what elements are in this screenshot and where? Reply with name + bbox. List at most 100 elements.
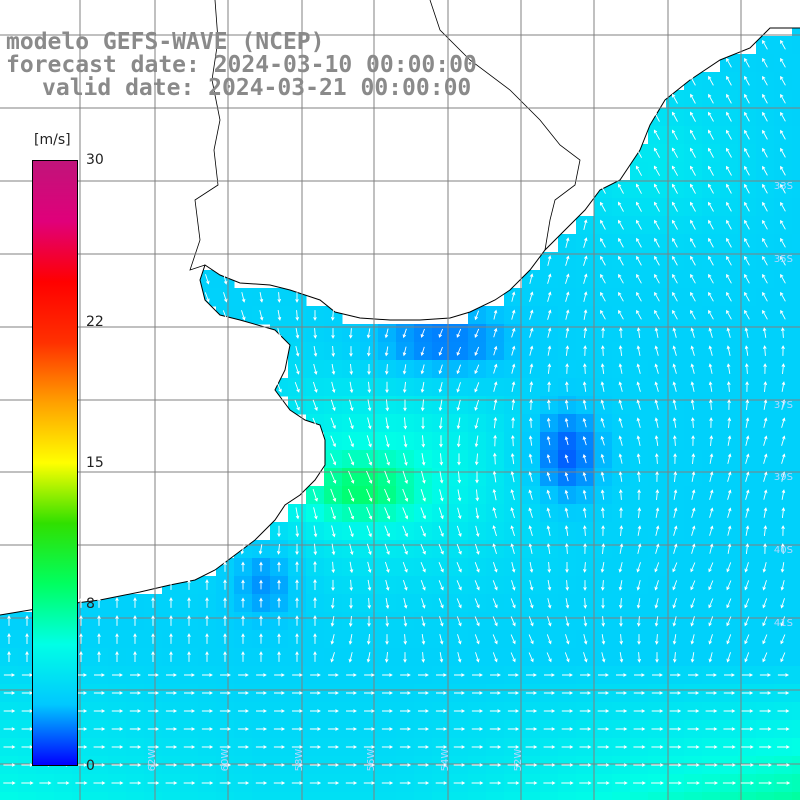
wind-vector-arrow — [583, 652, 588, 663]
wind-vector-arrow — [259, 597, 263, 608]
wind-vector-arrow — [780, 111, 786, 122]
wind-vector-arrow — [274, 691, 285, 695]
wind-vector-arrow — [421, 435, 426, 448]
wind-vector-arrow — [295, 507, 300, 520]
wind-vector-arrow — [653, 147, 660, 158]
wind-vector-arrow — [654, 327, 659, 338]
wind-vector-arrow — [582, 562, 587, 573]
wind-vector-arrow — [763, 543, 767, 554]
wind-vector-arrow — [111, 727, 124, 731]
wind-vector-arrow — [79, 615, 83, 626]
wind-vector-arrow — [705, 691, 718, 695]
wind-vector-arrow — [600, 291, 606, 302]
wind-vector-arrow — [723, 691, 736, 695]
wind-vector-arrow — [97, 615, 101, 626]
wind-vector-arrow — [438, 507, 444, 520]
wind-vector-arrow — [543, 781, 556, 785]
wind-vector-arrow — [367, 616, 371, 627]
wind-vector-arrow — [474, 310, 480, 321]
wind-vector-arrow — [277, 597, 281, 608]
wind-vector-arrow — [529, 363, 534, 374]
wind-vector-arrow — [526, 673, 537, 677]
wind-vector-arrow — [690, 183, 696, 194]
wind-vector-arrow — [636, 363, 641, 374]
wind-vector-arrow — [439, 652, 444, 663]
wind-vector-arrow — [435, 709, 448, 713]
wind-speed-cell — [432, 792, 451, 800]
wind-vector-arrow — [507, 691, 520, 695]
wind-vector-arrow — [241, 615, 245, 626]
wind-vector-arrow — [564, 381, 569, 392]
wind-vector-arrow — [583, 543, 587, 554]
wind-vector-arrow — [579, 781, 592, 785]
wind-speed-cell — [792, 126, 800, 145]
wind-vector-arrow — [528, 417, 533, 428]
wind-vector-arrow — [636, 435, 641, 446]
wind-vector-arrow — [726, 381, 731, 392]
wind-vector-arrow — [691, 453, 696, 464]
wind-vector-arrow — [493, 309, 498, 320]
wind-vector-arrow — [583, 273, 588, 284]
wind-vector-arrow — [331, 345, 336, 357]
wind-vector-arrow — [565, 291, 570, 302]
wind-vector-arrow — [313, 525, 318, 538]
wind-vector-arrow — [438, 328, 444, 338]
wind-vector-arrow — [745, 543, 750, 554]
wind-vector-arrow — [780, 616, 786, 627]
wind-vector-arrow — [258, 544, 263, 555]
wind-vector-arrow — [330, 310, 335, 321]
wind-vector-arrow — [492, 525, 497, 537]
wind-speed-cell — [792, 378, 800, 397]
wind-vector-arrow — [493, 381, 498, 392]
wind-vector-arrow — [691, 489, 696, 500]
wind-vector-arrow — [673, 489, 678, 500]
wind-vector-arrow — [277, 292, 282, 303]
wind-vector-arrow — [295, 615, 299, 626]
lat-label: 37S — [774, 400, 793, 411]
wind-vector-arrow — [709, 471, 714, 482]
wind-speed-cell — [792, 792, 800, 800]
wind-vector-arrow — [183, 709, 196, 713]
wind-vector-arrow — [672, 273, 678, 284]
wind-vector-arrow — [741, 745, 754, 749]
wind-vector-arrow — [436, 691, 447, 695]
wind-vector-arrow — [708, 598, 714, 609]
wind-vector-arrow — [274, 709, 285, 713]
wind-vector-arrow — [726, 327, 731, 338]
wind-speed-cell — [486, 792, 505, 800]
wind-vector-arrow — [691, 525, 696, 536]
wind-vector-arrow — [690, 363, 695, 374]
wind-vector-arrow — [564, 417, 569, 428]
wind-vector-arrow — [758, 781, 773, 785]
wind-speed-cell — [738, 792, 757, 800]
wind-speed-cell — [18, 792, 37, 800]
wind-vector-arrow — [600, 471, 605, 482]
wind-vector-arrow — [529, 399, 533, 410]
wind-vector-arrow — [708, 652, 713, 663]
wind-vector-arrow — [435, 781, 448, 785]
wind-vector-arrow — [439, 616, 444, 627]
wind-vector-arrow — [580, 673, 591, 677]
wind-vector-arrow — [421, 616, 426, 627]
wind-vector-arrow — [384, 652, 389, 663]
wind-vector-arrow — [654, 219, 660, 230]
wind-vector-arrow — [777, 727, 790, 731]
wind-vector-arrow — [492, 543, 497, 555]
wind-vector-arrow — [598, 673, 609, 677]
wind-vector-arrow — [546, 543, 551, 554]
wind-vector-arrow — [547, 561, 552, 573]
wind-vector-arrow — [313, 579, 317, 590]
wind-vector-arrow — [403, 452, 408, 466]
wind-vector-arrow — [3, 691, 16, 695]
wind-speed-cell — [792, 198, 800, 217]
wind-vector-arrow — [223, 633, 227, 644]
wind-vector-arrow — [453, 781, 466, 785]
wind-speed-cell — [792, 612, 800, 631]
wind-speed-cell — [504, 792, 523, 800]
wind-vector-arrow — [708, 291, 714, 302]
wind-vector-arrow — [7, 651, 11, 662]
wind-vector-arrow — [672, 291, 678, 302]
wind-speed-cell — [288, 792, 307, 800]
wind-vector-arrow — [673, 471, 678, 482]
wind-vector-arrow — [151, 597, 155, 608]
